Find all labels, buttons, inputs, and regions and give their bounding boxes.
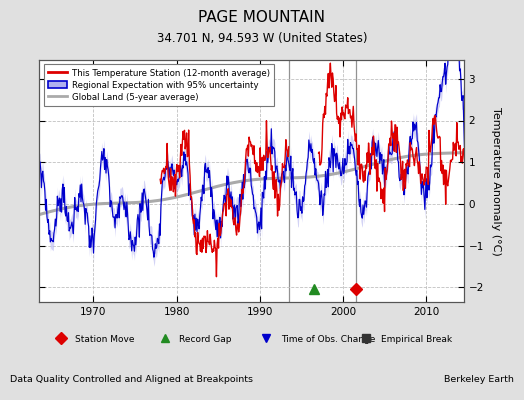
Text: PAGE MOUNTAIN: PAGE MOUNTAIN xyxy=(199,10,325,25)
Text: Data Quality Controlled and Aligned at Breakpoints: Data Quality Controlled and Aligned at B… xyxy=(10,375,254,384)
Text: Station Move: Station Move xyxy=(75,334,135,344)
Text: Time of Obs. Change: Time of Obs. Change xyxy=(281,334,376,344)
Text: 34.701 N, 94.593 W (United States): 34.701 N, 94.593 W (United States) xyxy=(157,32,367,45)
Legend: This Temperature Station (12-month average), Regional Expectation with 95% uncer: This Temperature Station (12-month avera… xyxy=(43,64,275,106)
Text: Empirical Break: Empirical Break xyxy=(381,334,452,344)
Text: Record Gap: Record Gap xyxy=(179,334,232,344)
Text: Berkeley Earth: Berkeley Earth xyxy=(444,375,514,384)
Y-axis label: Temperature Anomaly (°C): Temperature Anomaly (°C) xyxy=(491,107,501,255)
